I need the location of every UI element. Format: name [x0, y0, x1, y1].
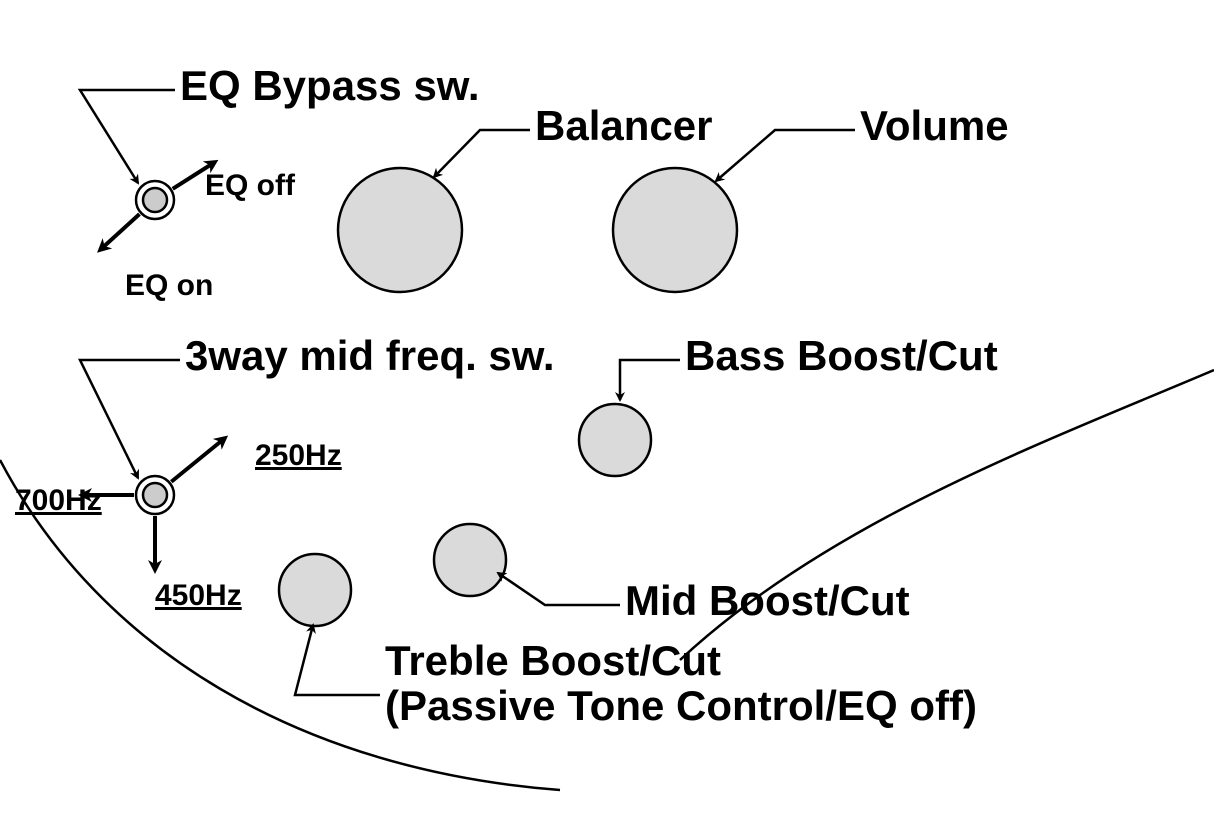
treble-label-line2: (Passive Tone Control/EQ off)	[385, 682, 977, 729]
freq-700-label: 700Hz	[15, 484, 102, 517]
mid-knob[interactable]	[434, 524, 506, 596]
leader-mid_freq	[80, 360, 180, 478]
leader-mid	[498, 573, 620, 605]
leader-balancer	[434, 130, 530, 177]
f250_arrow	[171, 438, 225, 482]
bass-label: Bass Boost/Cut	[685, 332, 998, 379]
eq_on_arrow	[100, 214, 139, 250]
treble-knob[interactable]	[279, 554, 351, 626]
leader-eq_bypass	[80, 90, 175, 183]
guitar-controls-diagram: EQ Bypass sw. EQ off EQ on Balancer Volu…	[0, 0, 1214, 832]
balancer-knob[interactable]	[338, 168, 462, 292]
bass-knob[interactable]	[579, 404, 651, 476]
freq-450-label: 450Hz	[155, 579, 242, 612]
mid-label: Mid Boost/Cut	[625, 577, 910, 624]
eq-on-label: EQ on	[125, 269, 213, 302]
leader-bass	[620, 360, 680, 400]
leader-treble	[295, 625, 380, 695]
leader-volume	[716, 130, 855, 181]
eq-bypass-title: EQ Bypass sw.	[180, 62, 480, 109]
mid-freq-title: 3way mid freq. sw.	[185, 332, 555, 379]
volume-knob[interactable]	[613, 168, 737, 292]
balancer-label: Balancer	[535, 102, 712, 149]
eq-bypass-switch[interactable]	[136, 181, 174, 219]
volume-label: Volume	[860, 102, 1009, 149]
mid-freq-switch[interactable]	[136, 476, 174, 514]
treble-label-line1: Treble Boost/Cut	[385, 637, 721, 684]
eq-off-label: EQ off	[205, 169, 296, 202]
freq-250-label: 250Hz	[255, 439, 342, 472]
